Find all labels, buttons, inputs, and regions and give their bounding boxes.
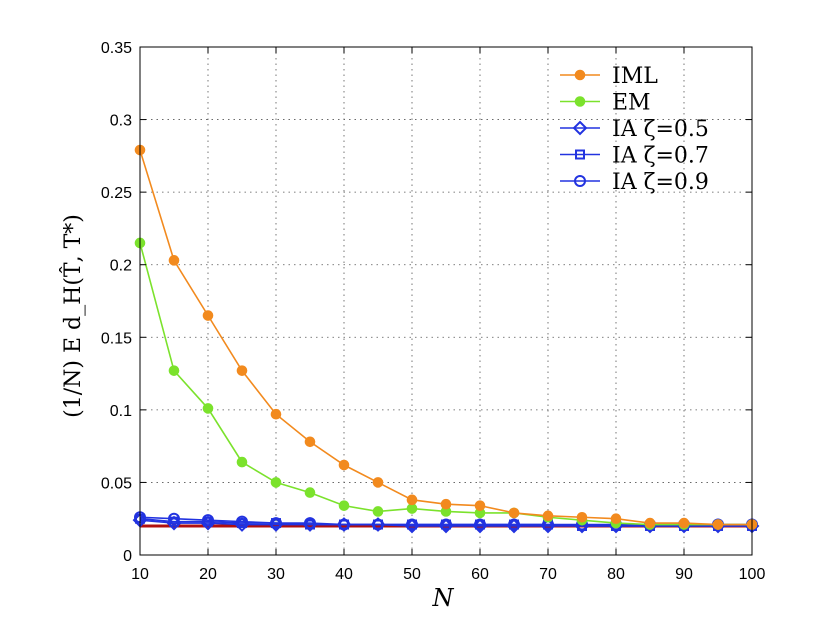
y-tick-labels: 0 0.05 0.1 0.15 0.2 0.25 0.3 0.35 [101, 40, 132, 565]
legend-marker [574, 69, 586, 81]
legend-label: IA ζ=0.5 [612, 117, 709, 142]
x-tick-label: 10 [131, 566, 149, 583]
legend-label: IML [612, 64, 658, 89]
data-point [474, 500, 486, 511]
data-point [270, 477, 282, 488]
x-tick-label: 90 [675, 566, 693, 583]
x-tick-label: 100 [739, 566, 766, 583]
data-point [202, 514, 214, 527]
data-point [542, 510, 554, 522]
data-point [508, 518, 520, 531]
x-tick-label: 30 [267, 566, 285, 583]
data-point [406, 518, 418, 531]
series-line [139, 149, 752, 526]
x-tick-label: 50 [403, 566, 421, 583]
data-point [474, 518, 486, 531]
legend-label: EM [612, 91, 651, 116]
data-point [304, 436, 316, 448]
data-point [406, 494, 418, 506]
data-point [236, 515, 248, 528]
data-point [406, 503, 418, 514]
data-point [304, 517, 316, 530]
legend-marker [575, 149, 585, 160]
legend-label: IA ζ=0.9 [612, 170, 709, 195]
data-point [168, 512, 180, 525]
data-point [168, 365, 180, 376]
data-point [372, 518, 384, 531]
legend-marker [572, 120, 588, 136]
data-point [270, 408, 282, 420]
x-tick-label: 40 [335, 566, 353, 583]
legend-marker [574, 96, 586, 107]
data-point [712, 519, 724, 530]
y-tick-label: 0.1 [110, 403, 132, 420]
data-point [372, 506, 384, 517]
x-axis-label: N [432, 584, 455, 612]
data-point [576, 511, 588, 523]
data-point [678, 517, 690, 529]
series-group [132, 144, 760, 534]
axis-ticks [139, 46, 753, 556]
y-tick-label: 0.2 [110, 258, 132, 275]
x-tick-label: 60 [471, 566, 489, 583]
data-point [236, 456, 248, 468]
data-point [610, 513, 622, 525]
data-point [202, 403, 214, 414]
series-0 [134, 144, 758, 530]
data-point [372, 477, 384, 488]
data-point [168, 255, 180, 266]
plot-frame [139, 46, 753, 556]
y-tick-label: 0.35 [101, 40, 132, 57]
legend-marker [574, 175, 586, 187]
x-tick-label: 80 [607, 566, 625, 583]
data-point [338, 459, 350, 471]
grid-lines [140, 47, 752, 555]
y-tick-label: 0 [123, 548, 132, 565]
data-point [644, 517, 656, 529]
data-point [236, 365, 248, 376]
data-point [202, 310, 214, 321]
x-tick-label: 70 [539, 566, 557, 583]
y-axis-label: (1/N) E d_H(T̂, T*) [60, 214, 86, 418]
data-point [440, 498, 452, 510]
data-point [440, 518, 452, 531]
y-tick-label: 0.3 [110, 113, 132, 130]
data-point [304, 487, 316, 498]
x-tick-labels: 10 20 30 40 50 60 70 80 90 100 [131, 566, 765, 583]
data-point [508, 507, 520, 519]
data-point [270, 517, 282, 530]
data-point [338, 500, 350, 511]
y-tick-label: 0.25 [101, 185, 132, 202]
y-tick-label: 0.05 [101, 475, 132, 492]
y-tick-label: 0.15 [101, 330, 132, 347]
x-tick-label: 20 [199, 566, 217, 583]
legend-label: IA ζ=0.7 [612, 144, 709, 169]
series-line [139, 242, 752, 526]
series-1 [134, 237, 758, 530]
data-point [338, 518, 350, 531]
